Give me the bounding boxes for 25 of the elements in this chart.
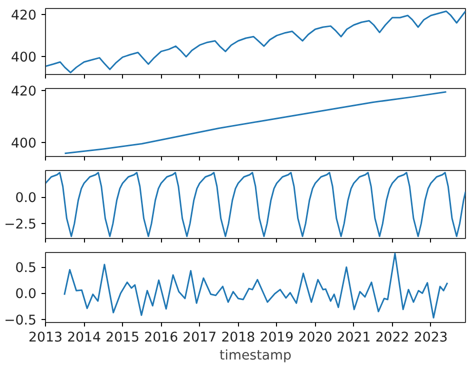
line-series (64, 252, 448, 319)
y-tick-label: −2.5 (4, 218, 37, 233)
x-tick-label: 2014 (67, 330, 101, 346)
x-tick-label: 2017 (182, 330, 217, 346)
y-tick-label: 0.0 (15, 191, 37, 206)
y-tick-label: 400 (11, 50, 37, 66)
x-tick-label: 2020 (298, 330, 332, 346)
line-series (46, 172, 466, 238)
y-tick-label: 420 (11, 8, 37, 24)
y-tick-label: 400 (11, 136, 37, 152)
x-axis-title: timestamp (220, 348, 292, 364)
x-tick-label: 2015 (106, 330, 140, 346)
y-tick-label: 420 (11, 84, 37, 100)
x-tick-label: 2016 (144, 330, 178, 346)
line-series (64, 91, 447, 154)
y-tick-label: 0.0 (15, 287, 37, 302)
x-tick-label: 2022 (375, 330, 410, 346)
y-tick-label: −0.5 (4, 313, 37, 328)
x-tick-label: 2019 (260, 330, 294, 346)
x-tick-label: 2023 (414, 330, 448, 346)
x-tick-label: 2021 (336, 330, 371, 346)
line-series (46, 10, 466, 74)
y-tick-label: 0.5 (15, 261, 37, 276)
x-tick-label: 2018 (221, 330, 256, 346)
x-tick-label: 2013 (28, 330, 62, 346)
